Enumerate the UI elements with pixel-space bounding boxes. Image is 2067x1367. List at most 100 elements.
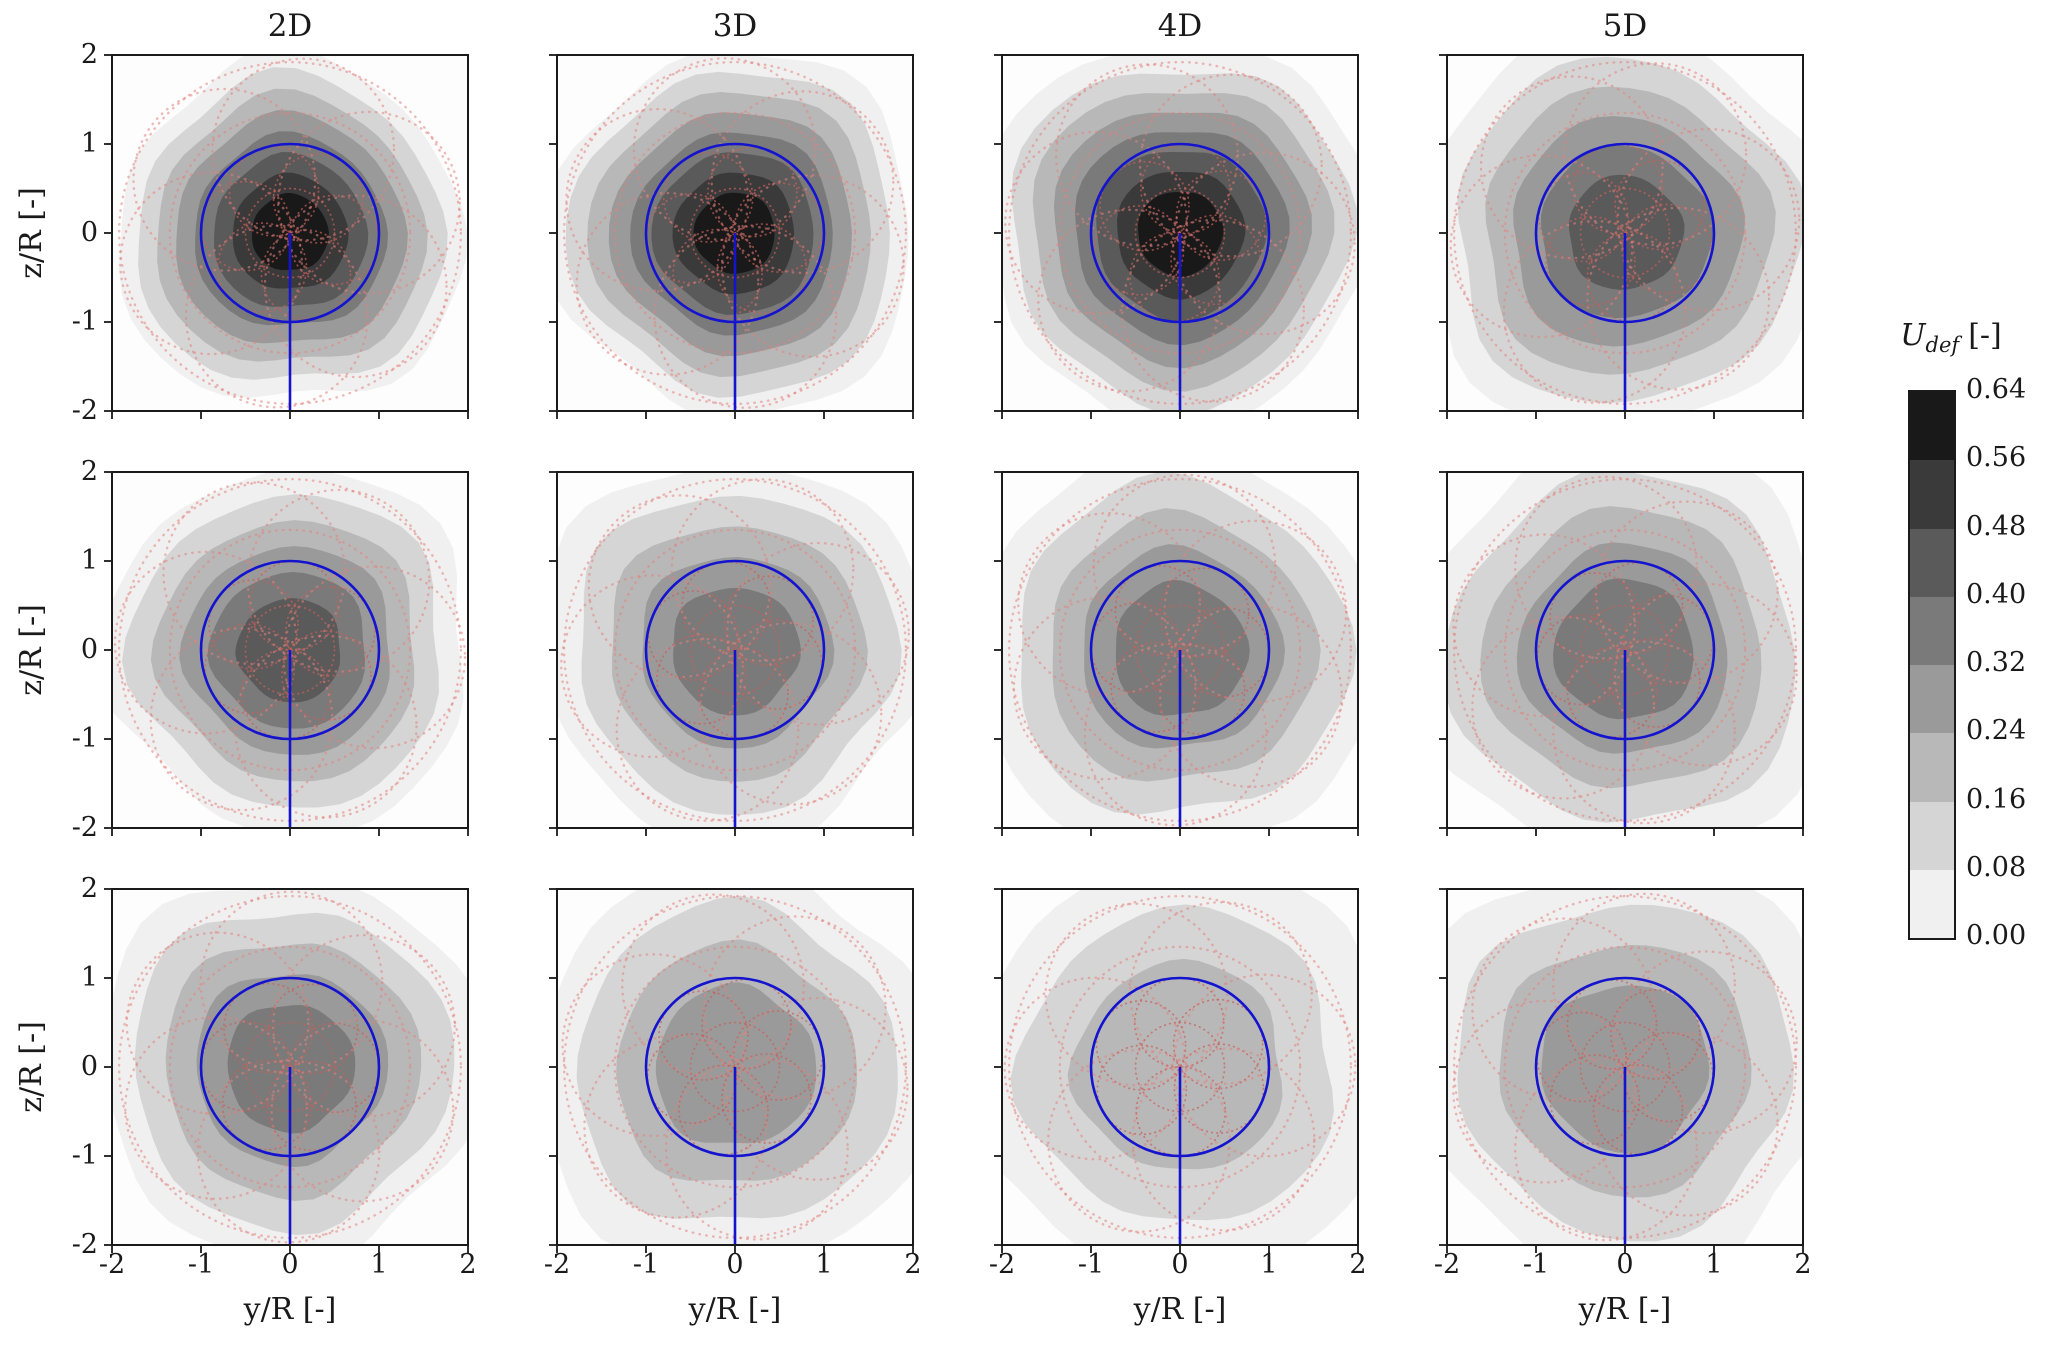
y-tick-label: 2 <box>1349 1249 1367 1280</box>
y-tick-label: 0 <box>1616 1249 1634 1280</box>
measurement-points-ring <box>1579 1021 1671 1113</box>
y-tick-label: -1 <box>632 1249 660 1280</box>
colorbar: Udef [-] 0.64 0.56 0.48 0.40 0.32 0.24 0.16 0.08… <box>1876 318 2067 978</box>
z-tick-label: -2 <box>71 812 98 843</box>
measurement-points-ring <box>1471 917 1656 1102</box>
y-tick-label: -2 <box>1433 1249 1461 1280</box>
measurement-points-ring <box>565 107 750 292</box>
measurement-points-ring <box>1586 206 1771 391</box>
y-tick-label: -1 <box>1522 1249 1550 1280</box>
measurement-points-ring <box>587 494 772 679</box>
measurement-points-ring <box>1110 641 1202 733</box>
measurement-points-ring <box>1154 644 1246 736</box>
column-title: 2D <box>267 8 313 44</box>
measurement-points-ring <box>270 1018 455 1203</box>
colorbar-block <box>1910 801 1954 870</box>
y-axis-label: z/R [-] <box>14 187 49 279</box>
z-tick-label: 2 <box>80 39 98 70</box>
measurement-points-ring <box>1449 154 1634 339</box>
contour-panel <box>1439 471 1804 836</box>
measurement-points-ring <box>726 541 910 726</box>
measurement-points-ring <box>1083 642 1268 827</box>
measurement-points-ring <box>1613 582 1798 767</box>
measurement-points-ring <box>1594 500 1779 685</box>
measurement-points-ring <box>1129 231 1220 323</box>
measurement-points-ring <box>615 637 800 822</box>
colorbar-bar <box>1908 390 1956 940</box>
z-tick-label: 0 <box>80 1051 98 1082</box>
panel-frame <box>1001 888 1359 1246</box>
measurement-points-ring <box>1552 640 1736 825</box>
measurement-points-ring <box>1158 604 1343 789</box>
measurement-points-ring <box>266 1060 357 1152</box>
measurement-points-ring <box>1479 75 1664 260</box>
x-axis-label: y/R [-] <box>1133 1292 1227 1327</box>
measurement-points-ring <box>575 191 760 376</box>
measurement-points-ring <box>678 1064 769 1156</box>
measurement-points-ring <box>1170 214 1261 306</box>
measurement-points-ring <box>1549 572 1641 663</box>
z-tick-label: -2 <box>71 1229 98 1260</box>
measurement-points-ring <box>132 87 317 272</box>
contour-level <box>1067 958 1283 1170</box>
measurement-points-ring <box>233 634 418 819</box>
colorbar-tick-label: 0.64 <box>1966 374 2027 405</box>
measurement-points-ring <box>1502 219 1687 404</box>
colorbar-label: Udef [-] <box>1876 318 2026 357</box>
z-tick-label: 2 <box>80 873 98 904</box>
colorbar-tick-label: 0.00 <box>1966 920 2027 951</box>
contour-panel <box>104 471 469 836</box>
contour-panel <box>994 54 1359 419</box>
measurement-points-ring <box>282 565 467 750</box>
measurement-points-ring <box>1058 111 1302 355</box>
y-tick-label: 0 <box>726 1249 744 1280</box>
measurement-points-ring <box>1095 1000 1187 1091</box>
measurement-points-ring <box>1586 231 1678 323</box>
colorbar-tick-label: 0.08 <box>1966 851 2027 883</box>
y-tick-label: -2 <box>543 1249 571 1280</box>
measurement-points-ring <box>720 174 905 359</box>
y-tick-label: 1 <box>370 1249 388 1280</box>
measurement-points-ring <box>721 1053 812 1144</box>
measurement-points-ring <box>1004 130 1189 315</box>
measurement-points-ring <box>1566 647 1658 738</box>
measurement-points-ring <box>216 222 308 313</box>
measurement-points-ring <box>1129 901 1313 1086</box>
measurement-points-ring <box>632 57 817 242</box>
contour-panel <box>549 888 914 1253</box>
measurement-points-ring <box>1175 170 1267 262</box>
measurement-points-ring <box>168 528 412 772</box>
measurement-points-ring <box>1131 1047 1316 1232</box>
y-axis-label: z/R [-] <box>14 604 49 696</box>
measurement-points-ring <box>1121 218 1306 403</box>
measurement-points-ring <box>1012 596 1197 781</box>
measurement-points-ring <box>706 146 798 238</box>
measurement-points-ring <box>698 648 789 740</box>
measurement-points-ring <box>244 187 336 279</box>
measurement-points-ring <box>271 934 456 1118</box>
y-tick-label: -2 <box>988 1249 1016 1280</box>
measurement-points-ring <box>646 1033 738 1124</box>
z-tick-label: 0 <box>80 634 98 665</box>
measurement-points-ring <box>1092 473 1277 658</box>
measurement-points-ring <box>1549 1054 1641 1145</box>
measurement-points-ring <box>1592 1064 1684 1155</box>
panel-frame <box>556 54 914 412</box>
measurement-points-ring <box>199 890 384 1075</box>
column-title: 3D <box>712 8 758 44</box>
colorbar-label-unit: [-] <box>1968 318 2002 353</box>
measurement-points-ring <box>228 146 320 237</box>
colorbar-tick-label: 0.40 <box>1966 578 2027 610</box>
measurement-points-ring <box>1114 564 1206 656</box>
measurement-points-ring <box>1563 62 1748 247</box>
y-tick-label: 1 <box>815 1249 833 1280</box>
measurement-points-ring <box>1594 1032 1779 1217</box>
z-tick-label: -2 <box>71 395 98 426</box>
contour-level <box>1115 579 1250 716</box>
colorbar-block <box>1910 596 1954 665</box>
measurement-points-ring <box>689 187 781 279</box>
x-axis-label: y/R [-] <box>688 1292 782 1327</box>
measurement-points-ring <box>1134 187 1226 279</box>
panel-frame <box>1446 471 1804 829</box>
